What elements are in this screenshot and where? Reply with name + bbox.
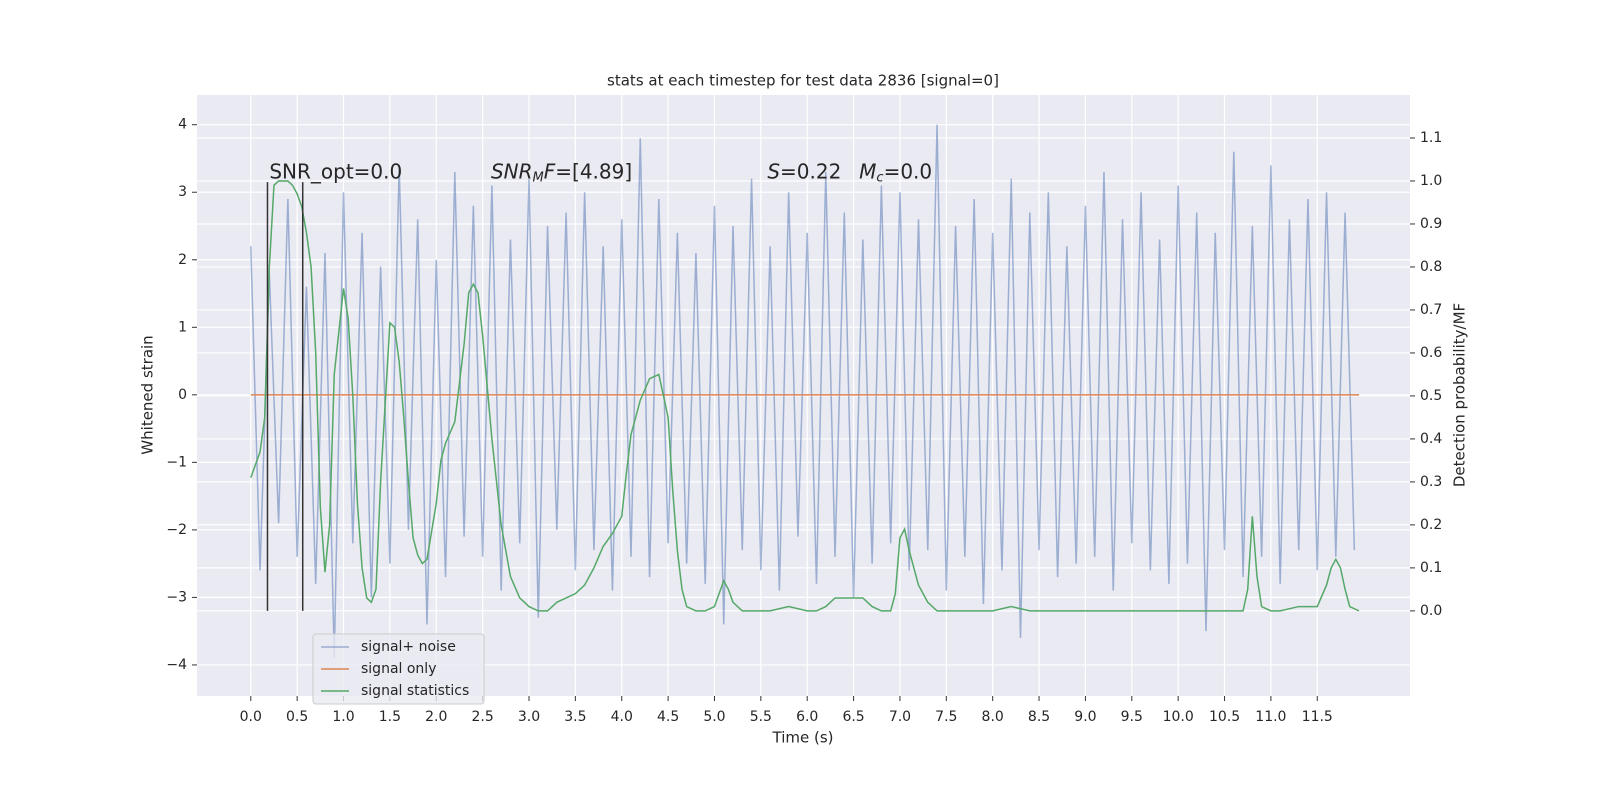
x-tick-label: 7.5 — [935, 709, 957, 725]
y2-tick-label: 0.6 — [1420, 345, 1442, 361]
annotation-part: SNR_opt=0.0 — [269, 159, 402, 183]
y2-tick-label: 0.9 — [1420, 216, 1442, 232]
x-tick-label: 5.5 — [750, 709, 772, 725]
annotation-part: F — [544, 159, 556, 183]
x-tick-label: 8.5 — [1028, 709, 1050, 725]
annotation-part: M — [859, 159, 876, 183]
annotation-part: S — [767, 159, 780, 183]
x-tick-label: 0.0 — [240, 709, 262, 725]
y2-tick-label: 0.8 — [1420, 259, 1442, 275]
x-tick-label: 4.5 — [657, 709, 679, 725]
series-line — [250, 180, 1360, 612]
y-tick-label: 0 — [178, 387, 187, 403]
x-tick-label: 2.5 — [471, 709, 493, 725]
x-tick-label: 9.5 — [1121, 709, 1143, 725]
series-line — [250, 124, 1356, 659]
x-tick-label: 8.0 — [982, 709, 1004, 725]
y2-tick-label: 0.4 — [1420, 431, 1442, 447]
x-tick-label: 7.0 — [889, 709, 911, 725]
x-tick-label: 3.5 — [564, 709, 586, 725]
y2-axis-label: Detection probability/MF — [1451, 303, 1469, 487]
x-tick-label: 6.0 — [796, 709, 818, 725]
x-tick-label: 1.5 — [379, 709, 401, 725]
y-tick-label: −4 — [166, 657, 187, 673]
x-tick-label: 6.5 — [842, 709, 864, 725]
y2-tick-label: 0.0 — [1420, 603, 1442, 619]
y-tick-label: 3 — [178, 184, 187, 200]
annotation-part: =0.22 — [780, 159, 841, 183]
x-tick-label: 11.0 — [1255, 709, 1286, 725]
annotation: SNR_opt=0.0 — [269, 159, 402, 183]
y2-tick-label: 0.5 — [1420, 388, 1442, 404]
x-tick-label: 0.5 — [286, 709, 308, 725]
y2-tick-label: 0.3 — [1420, 474, 1442, 490]
x-tick-label: 11.5 — [1302, 709, 1333, 725]
annotation-part: c — [876, 170, 883, 185]
legend-label: signal+ noise — [361, 639, 456, 655]
y-tick-label: 1 — [178, 319, 187, 335]
x-tick-label: 1.0 — [332, 709, 354, 725]
y-tick-label: −1 — [166, 454, 187, 470]
chart-title: stats at each timestep for test data 283… — [607, 72, 999, 90]
x-tick-label: 10.0 — [1163, 709, 1194, 725]
annotation-part: =0.0 — [884, 159, 933, 183]
x-tick-label: 4.0 — [611, 709, 633, 725]
annotation-part: =[4.89] — [555, 159, 632, 183]
y2-tick-label: 1.1 — [1420, 130, 1442, 146]
y-axis-label: Whitened strain — [139, 335, 157, 454]
x-tick-label: 3.0 — [518, 709, 540, 725]
annotation: Mc=0.0 — [859, 159, 932, 185]
x-axis-label: Time (s) — [772, 729, 834, 747]
x-tick-label: 5.0 — [703, 709, 725, 725]
y-tick-label: 2 — [178, 252, 187, 268]
x-tick-label: 9.0 — [1074, 709, 1096, 725]
y2-tick-label: 0.1 — [1420, 560, 1442, 576]
legend-label: signal statistics — [361, 683, 469, 699]
legend-label: signal only — [361, 661, 436, 677]
y2-tick-label: 0.2 — [1420, 517, 1442, 533]
annotation-part: SNR — [491, 159, 533, 183]
y2-tick-label: 1.0 — [1420, 173, 1442, 189]
y-tick-label: 4 — [178, 117, 187, 133]
legend-box — [312, 633, 485, 705]
x-tick-label: 10.5 — [1209, 709, 1240, 725]
annotation: S=0.22 — [767, 159, 841, 183]
y-tick-label: −2 — [166, 522, 187, 538]
plot-lines — [250, 124, 1360, 659]
x-tick-label: 2.0 — [425, 709, 447, 725]
annotation: SNRMF=[4.89] — [491, 159, 632, 185]
annotation-part: M — [533, 170, 544, 185]
y2-tick-label: 0.7 — [1420, 302, 1442, 318]
y-tick-label: −3 — [166, 589, 187, 605]
